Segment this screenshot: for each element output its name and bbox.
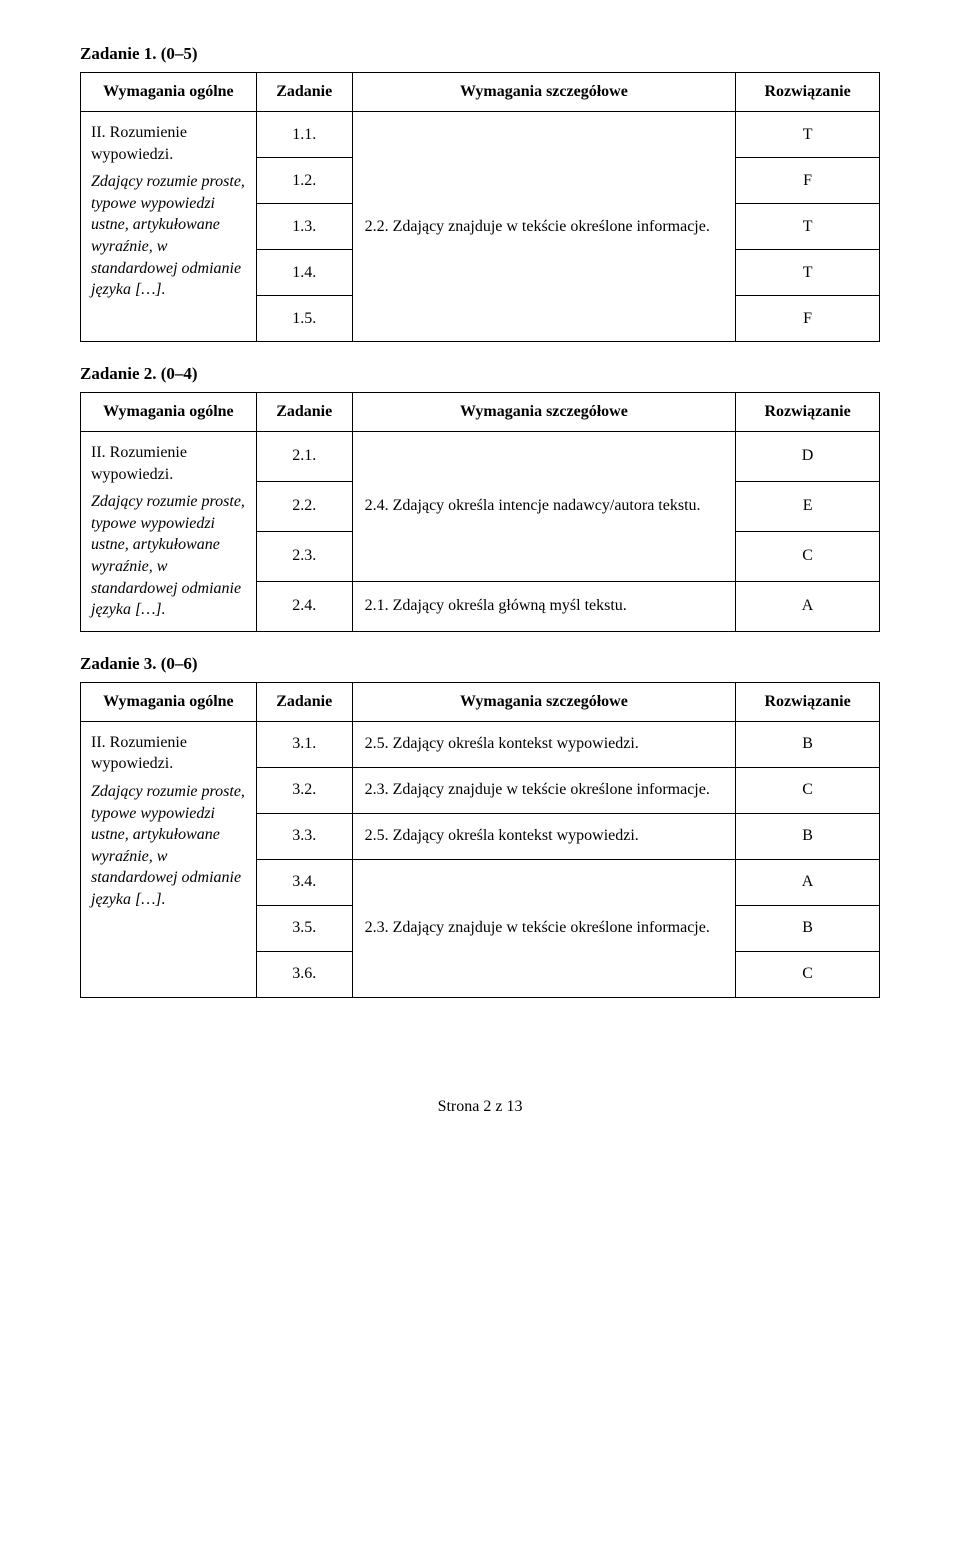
task1-row3-num: 1.3. <box>256 204 352 250</box>
task2-header-sol: Rozwiązanie <box>736 393 880 432</box>
task2-detail-a: 2.4. Zdający określa intencje nadawcy/au… <box>352 432 736 582</box>
task3-header-task: Zadanie <box>256 682 352 721</box>
task1-row1-num: 1.1. <box>256 112 352 158</box>
task1-detail: 2.2. Zdający znajduje w tekście określon… <box>352 112 736 342</box>
task3-row6-num: 3.6. <box>256 951 352 997</box>
task3-general-cell: II. Rozumienie wypowiedzi. Zdający rozum… <box>81 721 257 997</box>
task2-table: Wymagania ogólne Zadanie Wymagania szcze… <box>80 392 880 632</box>
task3-general-desc: Zdający rozumie proste, typowe wypowiedz… <box>91 781 246 911</box>
task3-row4-sol: A <box>736 859 880 905</box>
task1-row3-sol: T <box>736 204 880 250</box>
task1-row4-sol: T <box>736 250 880 296</box>
task2-general-desc: Zdający rozumie proste, typowe wypowiedz… <box>91 491 246 621</box>
task3-row2-num: 3.2. <box>256 767 352 813</box>
task1-title: Zadanie 1. (0–5) <box>80 44 880 64</box>
task3-row4-num: 3.4. <box>256 859 352 905</box>
task2-detail-b: 2.1. Zdający określa główną myśl tekstu. <box>352 581 736 631</box>
task3-row456-det: 2.3. Zdający znajduje w tekście określon… <box>352 859 736 997</box>
task2-row2-num: 2.2. <box>256 481 352 531</box>
task3-header-det: Wymagania szczegółowe <box>352 682 736 721</box>
task3-row1-sol: B <box>736 721 880 767</box>
task3-row5-sol: B <box>736 905 880 951</box>
task3-header-sol: Rozwiązanie <box>736 682 880 721</box>
task3-table: Wymagania ogólne Zadanie Wymagania szcze… <box>80 682 880 998</box>
task3-row6-sol: C <box>736 951 880 997</box>
task2-row1-num: 2.1. <box>256 432 352 482</box>
task2-general-main: II. Rozumienie wypowiedzi. <box>91 442 246 485</box>
task1-row2-num: 1.2. <box>256 158 352 204</box>
task1-row5-num: 1.5. <box>256 296 352 342</box>
task1-general-desc: Zdający rozumie proste, typowe wypowiedz… <box>91 171 246 301</box>
task2-row1-sol: D <box>736 432 880 482</box>
task3-row5-num: 3.5. <box>256 905 352 951</box>
task1-header-gen: Wymagania ogólne <box>81 73 257 112</box>
task2-header-det: Wymagania szczegółowe <box>352 393 736 432</box>
task1-row2-sol: F <box>736 158 880 204</box>
task1-row4-num: 1.4. <box>256 250 352 296</box>
task3-row1-num: 3.1. <box>256 721 352 767</box>
task2-general-cell: II. Rozumienie wypowiedzi. Zdający rozum… <box>81 432 257 632</box>
task1-general-cell: II. Rozumienie wypowiedzi. Zdający rozum… <box>81 112 257 342</box>
task1-row1-sol: T <box>736 112 880 158</box>
page-footer: Strona 2 z 13 <box>80 1098 880 1116</box>
task1-general-main: II. Rozumienie wypowiedzi. <box>91 122 246 165</box>
task3-row1-det: 2.5. Zdający określa kontekst wypowiedzi… <box>352 721 736 767</box>
task2-row3-num: 2.3. <box>256 531 352 581</box>
task2-header-gen: Wymagania ogólne <box>81 393 257 432</box>
task3-row2-det: 2.3. Zdający znajduje w tekście określon… <box>352 767 736 813</box>
task3-header-gen: Wymagania ogólne <box>81 682 257 721</box>
task3-general-main: II. Rozumienie wypowiedzi. <box>91 732 246 775</box>
task2-title: Zadanie 2. (0–4) <box>80 364 880 384</box>
task1-table: Wymagania ogólne Zadanie Wymagania szcze… <box>80 72 880 342</box>
task3-row3-sol: B <box>736 813 880 859</box>
task3-row3-det: 2.5. Zdający określa kontekst wypowiedzi… <box>352 813 736 859</box>
task2-header-task: Zadanie <box>256 393 352 432</box>
task2-row4-num: 2.4. <box>256 581 352 631</box>
task1-row5-sol: F <box>736 296 880 342</box>
task3-row3-num: 3.3. <box>256 813 352 859</box>
task1-header-task: Zadanie <box>256 73 352 112</box>
task2-row4-sol: A <box>736 581 880 631</box>
task3-row2-sol: C <box>736 767 880 813</box>
task3-title: Zadanie 3. (0–6) <box>80 654 880 674</box>
task2-row3-sol: C <box>736 531 880 581</box>
task1-header-det: Wymagania szczegółowe <box>352 73 736 112</box>
task2-row2-sol: E <box>736 481 880 531</box>
task1-header-sol: Rozwiązanie <box>736 73 880 112</box>
